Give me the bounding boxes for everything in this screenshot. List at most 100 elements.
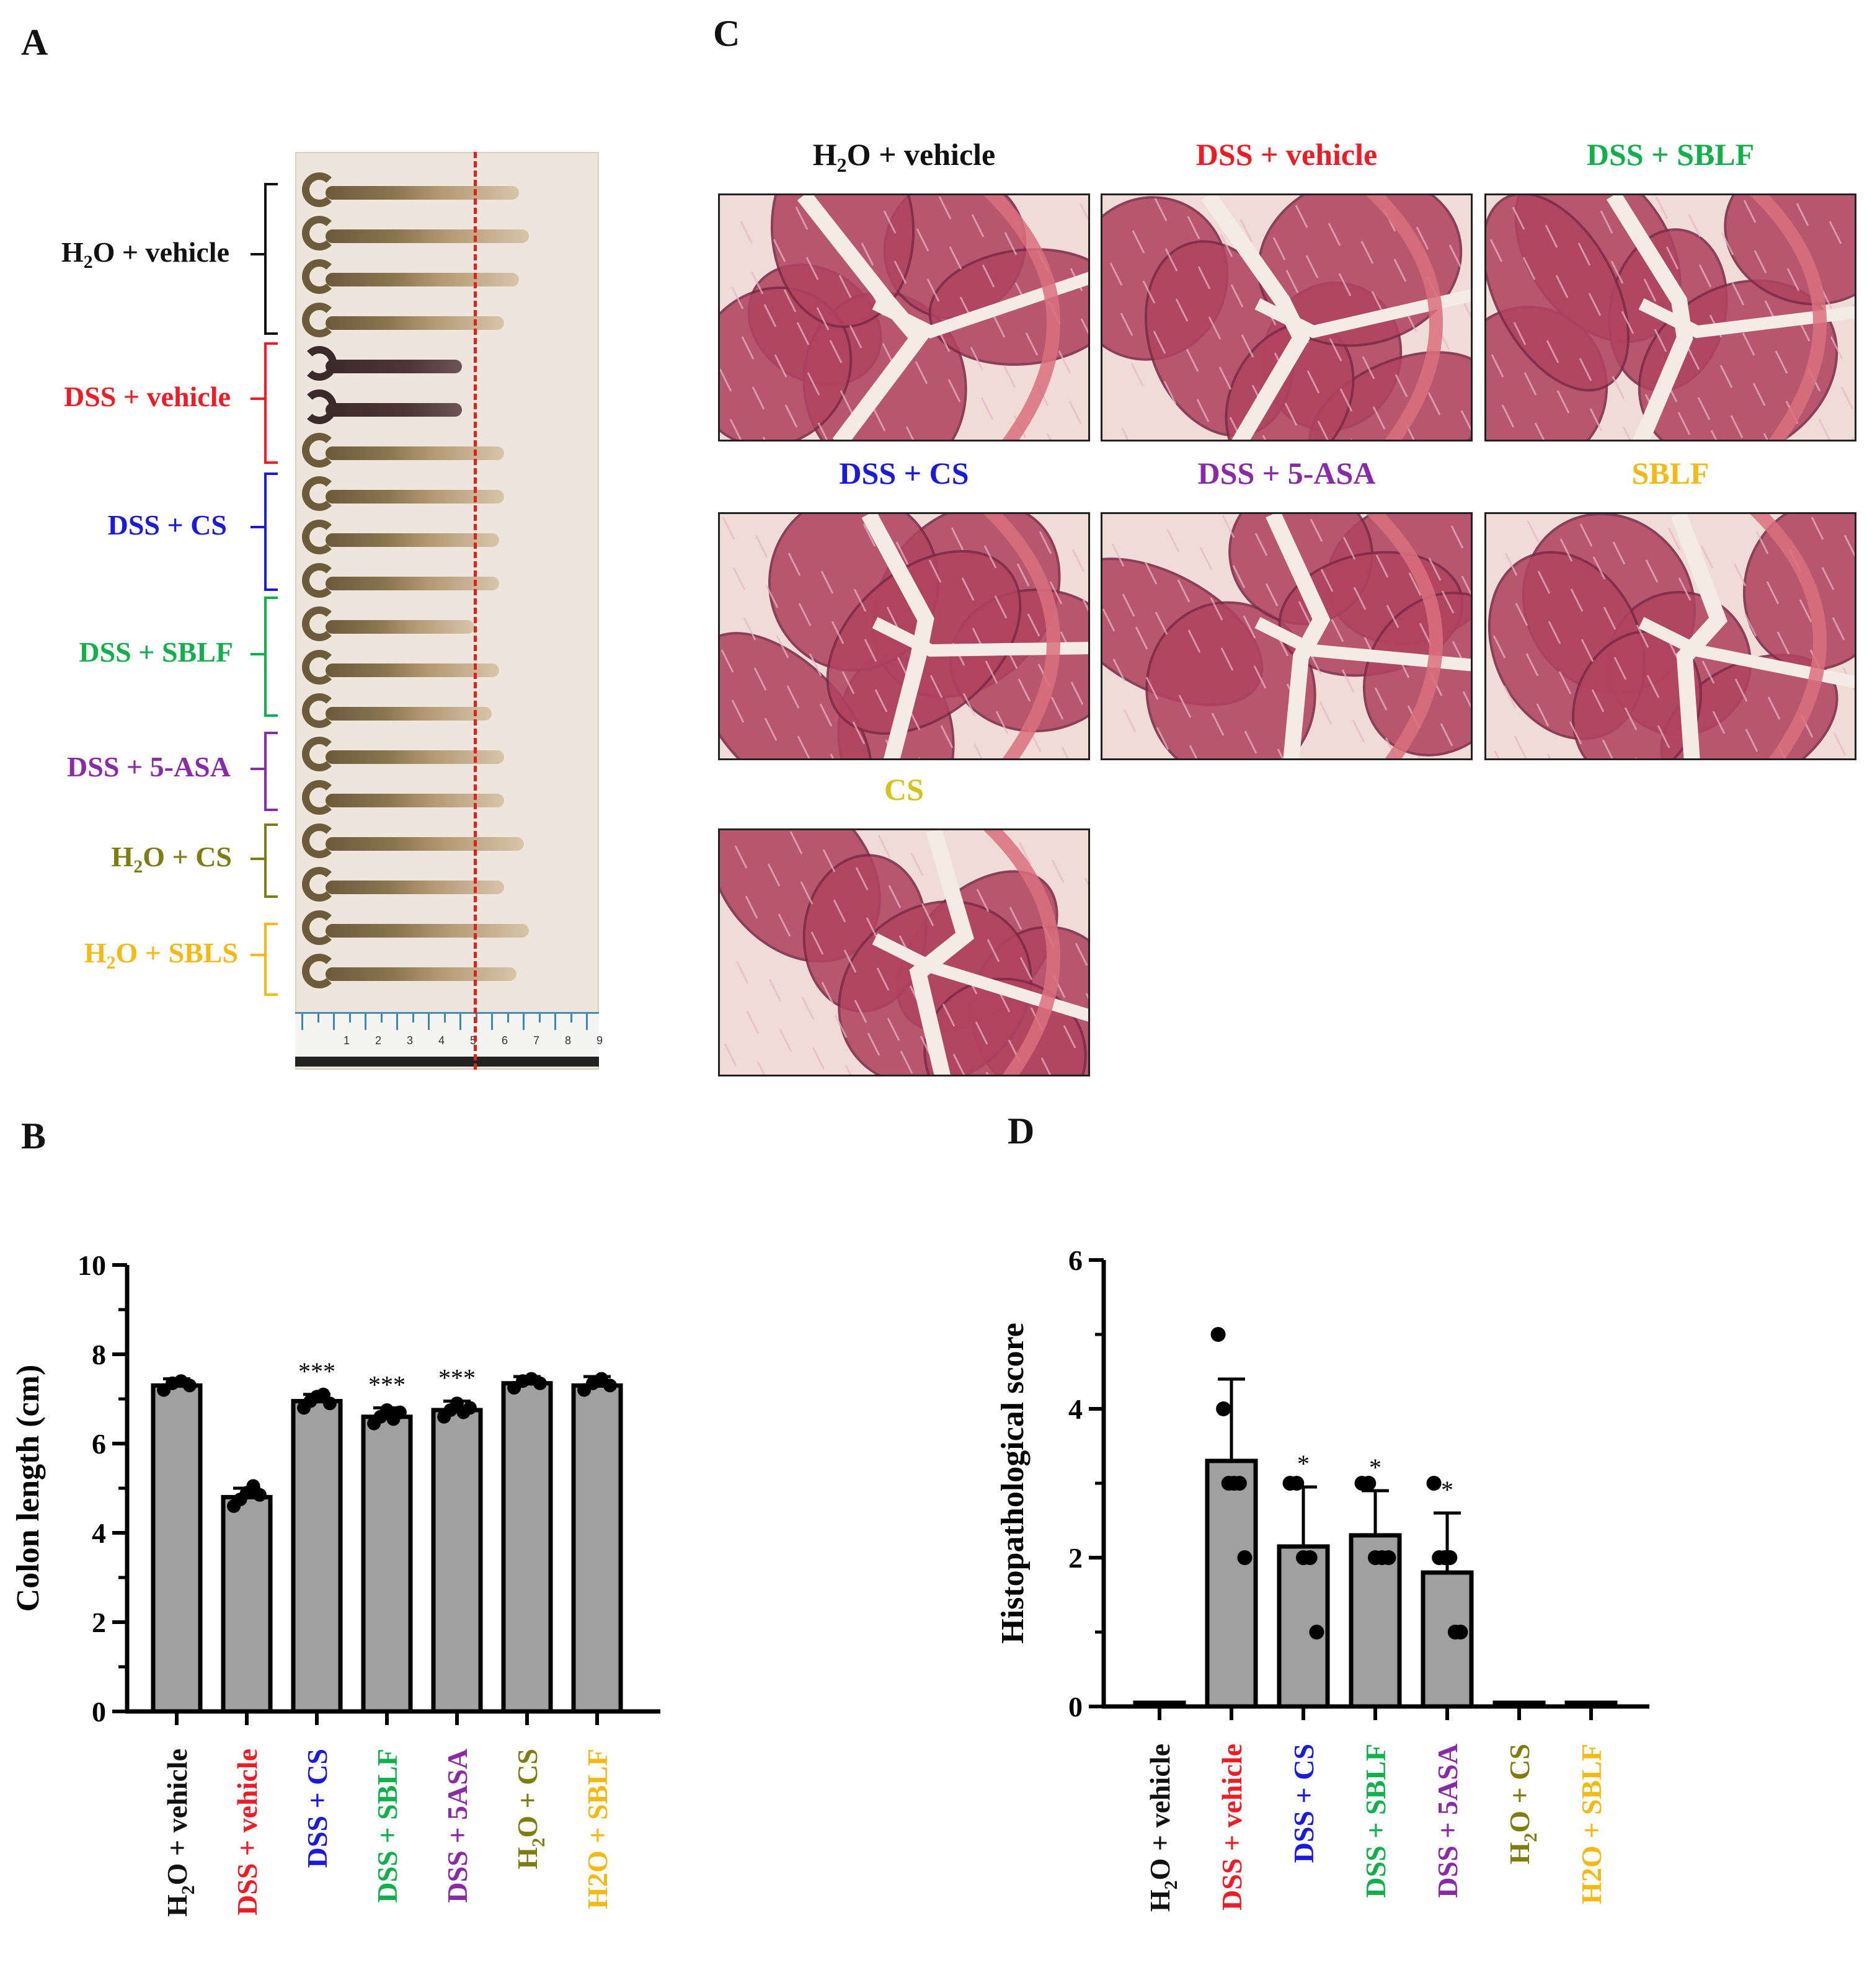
ruler-number: 8 <box>565 1034 572 1047</box>
colon-specimen <box>326 273 519 286</box>
category-label-subscript: 2 <box>1520 1833 1541 1842</box>
significance-marker: *** <box>298 1357 335 1385</box>
colon-specimen <box>326 837 524 851</box>
bar <box>571 1383 623 1714</box>
ruler-number: 7 <box>533 1034 540 1047</box>
histology-title-text: CS <box>884 772 924 807</box>
panel-letter-d: D <box>1008 1111 1035 1152</box>
group-bracket <box>264 183 278 335</box>
bar <box>1205 1458 1258 1709</box>
bar <box>1421 1570 1474 1709</box>
ruler-tick <box>538 1014 541 1023</box>
histology-image <box>718 512 1090 760</box>
colon-specimen <box>326 924 529 938</box>
ruler-base <box>295 1057 599 1067</box>
ruler-tick <box>301 1014 303 1030</box>
histology-title: H2O + vehicle <box>718 136 1090 177</box>
category-label-suffix: O + vehicle <box>161 1749 193 1885</box>
category-label: H2O + SBLF <box>1576 1744 1607 1904</box>
group-label-subscript: 2 <box>133 856 143 877</box>
colon-specimen <box>326 750 504 764</box>
data-point <box>1289 1476 1305 1491</box>
y-tick-label: 2 <box>92 1607 106 1638</box>
significance-marker: *** <box>368 1370 406 1398</box>
histology-image <box>1101 512 1473 760</box>
ruler-tick <box>412 1014 414 1023</box>
histology-title-suffix: O + vehicle <box>846 137 996 172</box>
data-point <box>1210 1327 1226 1342</box>
ruler-number: 3 <box>407 1034 414 1047</box>
data-point <box>1216 1401 1231 1416</box>
ruler-number: 9 <box>596 1034 603 1047</box>
y-tick-label: 8 <box>92 1339 106 1370</box>
ruler-tick <box>554 1014 556 1030</box>
data-point <box>603 1378 617 1393</box>
group-label-text: DSS + vehicle <box>64 381 231 412</box>
ruler-tick <box>333 1014 335 1030</box>
category-label-text: H <box>1144 1889 1176 1912</box>
ruler-tick <box>348 1014 351 1023</box>
group-label-text: DSS + SBLF <box>79 636 233 668</box>
group-bracket-tick <box>251 397 264 400</box>
category-label-text: DSS + SBLF <box>1360 1744 1391 1898</box>
category-label-text: H2O + SBLF <box>1576 1744 1607 1904</box>
category-label-text: DSS + 5ASA <box>441 1749 473 1903</box>
ruler-number: 2 <box>375 1034 382 1047</box>
ruler-number: 4 <box>438 1034 445 1047</box>
histology-title-text: DSS + vehicle <box>1195 137 1378 172</box>
group-label-subscript: 2 <box>106 952 116 974</box>
colon-specimen <box>326 316 504 330</box>
significance-marker: *** <box>438 1364 476 1392</box>
y-tick-label: 4 <box>92 1517 106 1549</box>
histology-image <box>718 193 1090 442</box>
group-label-text: DSS + 5-ASA <box>67 751 231 783</box>
bar <box>1133 1700 1186 1709</box>
panel-letter-b: B <box>21 1116 47 1156</box>
histology-title-text: DSS + SBLF <box>1586 137 1755 172</box>
colon-specimen <box>326 229 529 243</box>
bar <box>431 1408 483 1714</box>
group-label: H2O + SBLS <box>84 936 238 974</box>
category-label-subscript: 2 <box>1161 1880 1181 1889</box>
category-label: DSS + vehicle <box>231 1749 263 1915</box>
y-axis-label: Histopathological score <box>995 1323 1031 1644</box>
category-label-text: DSS + vehicle <box>231 1749 263 1915</box>
histology-image <box>1101 193 1473 442</box>
ruler-tick <box>507 1014 509 1023</box>
category-label-text: H <box>1504 1842 1535 1865</box>
ruler-number: 6 <box>502 1034 508 1047</box>
panel-letter-a: A <box>21 22 48 63</box>
ruler-tick <box>491 1014 493 1030</box>
y-tick-label: 6 <box>1068 1245 1083 1276</box>
data-point <box>252 1488 267 1502</box>
histology-title-text: H <box>812 137 837 172</box>
category-label: H2O + vehicle <box>161 1749 198 1917</box>
category-label-text: DSS + 5ASA <box>1432 1744 1463 1898</box>
ruler-tick <box>523 1014 525 1030</box>
data-point <box>1361 1476 1377 1491</box>
bar <box>221 1494 273 1714</box>
group-bracket <box>264 473 278 591</box>
histology-image <box>1484 193 1856 442</box>
bar <box>361 1414 413 1714</box>
category-label: H2O + vehicle <box>1144 1744 1181 1912</box>
category-label-text: H <box>161 1894 193 1917</box>
group-label-text: H <box>84 937 107 969</box>
category-label-text: DSS + CS <box>1288 1744 1319 1863</box>
y-tick-label: 2 <box>1068 1542 1083 1574</box>
data-point <box>1453 1625 1468 1640</box>
histology-title: DSS + 5-ASA <box>1101 455 1473 491</box>
category-label-text: DSS + SBLF <box>371 1749 403 1903</box>
category-label-suffix: O + CS <box>1504 1744 1535 1833</box>
group-bracket <box>264 923 278 996</box>
colon-specimen <box>326 403 462 417</box>
colon-specimen <box>326 490 504 504</box>
ruler-tick <box>380 1014 383 1023</box>
group-label: H2O + vehicle <box>61 236 229 273</box>
y-tick-label: 4 <box>1068 1393 1083 1425</box>
group-label-text: H <box>111 841 134 872</box>
group-bracket-tick <box>251 954 264 956</box>
data-point <box>182 1378 197 1393</box>
